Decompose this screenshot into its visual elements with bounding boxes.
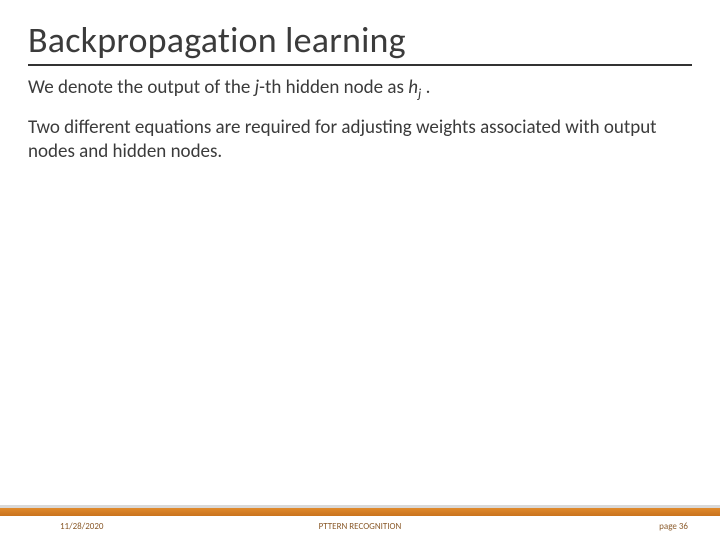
slide-footer: 11/28/2020 PTTERN RECOGNITION page 36 [0, 502, 720, 540]
p1-text-suffix: . [421, 76, 430, 99]
footer-divider-orange [0, 508, 720, 516]
footer-content-row: 11/28/2020 PTTERN RECOGNITION page 36 [0, 516, 720, 540]
p1-text-mid: -th hidden node as [259, 76, 408, 99]
page-title: Backpropagation learning [28, 18, 692, 66]
footer-center-label: PTTERN RECOGNITION [319, 521, 402, 532]
p1-text-prefix: We denote the output of the [28, 76, 255, 99]
footer-page-number: page 36 [659, 521, 688, 532]
paragraph-1: We denote the output of the j-th hidden … [28, 76, 692, 102]
p1-h-var: h [408, 76, 418, 99]
footer-date: 11/28/2020 [60, 521, 103, 532]
slide-container: Backpropagation learning We denote the o… [0, 0, 720, 540]
paragraph-2: Two different equations are required for… [28, 116, 692, 164]
